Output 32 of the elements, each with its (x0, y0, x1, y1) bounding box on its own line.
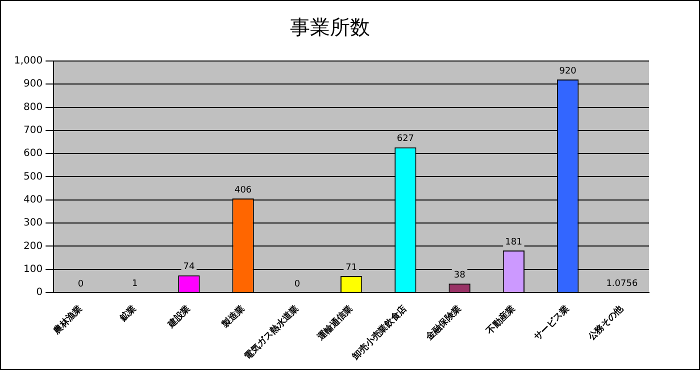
x-tick-label: 金融保険業 (423, 303, 464, 344)
y-tick-label: 600 (24, 148, 43, 160)
y-tick-label: 800 (24, 102, 43, 113)
data-label: 406 (234, 185, 252, 196)
y-tick-label: 500 (24, 171, 43, 182)
data-label: 74 (183, 262, 195, 272)
data-label: 1 (132, 279, 138, 290)
data-label: 627 (396, 134, 414, 144)
data-label: 38 (454, 270, 466, 280)
x-tick-label: 公務その他 (585, 302, 626, 344)
x-tick-label: 運輸通信業 (314, 303, 356, 344)
y-tick-label: 100 (24, 264, 43, 275)
y-tick-label: 1,000 (14, 56, 43, 67)
y-tick-label: 400 (24, 194, 43, 206)
data-label: 920 (559, 66, 577, 76)
x-tick-label: 製造業 (219, 303, 247, 331)
y-tick-label: 700 (24, 125, 43, 136)
data-label: 1.0756 (606, 279, 638, 290)
y-tick-label: 0 (36, 287, 43, 298)
chart-title: 事業所数 (290, 15, 370, 40)
data-label: 0 (78, 279, 84, 290)
data-label: 181 (505, 237, 522, 248)
x-tick-label: サービス業 (532, 303, 572, 343)
data-label: 0 (294, 279, 300, 290)
data-label: 71 (346, 262, 358, 273)
y-tick-label: 300 (24, 218, 43, 229)
x-tick-label: 建設業 (165, 303, 193, 331)
x-tick-label: 農林漁業 (50, 303, 84, 338)
x-tick-label: 鉱業 (117, 303, 139, 324)
y-tick-label: 900 (24, 78, 43, 90)
y-tick-label: 200 (24, 240, 43, 252)
x-tick-label: 不動産業 (484, 303, 518, 338)
